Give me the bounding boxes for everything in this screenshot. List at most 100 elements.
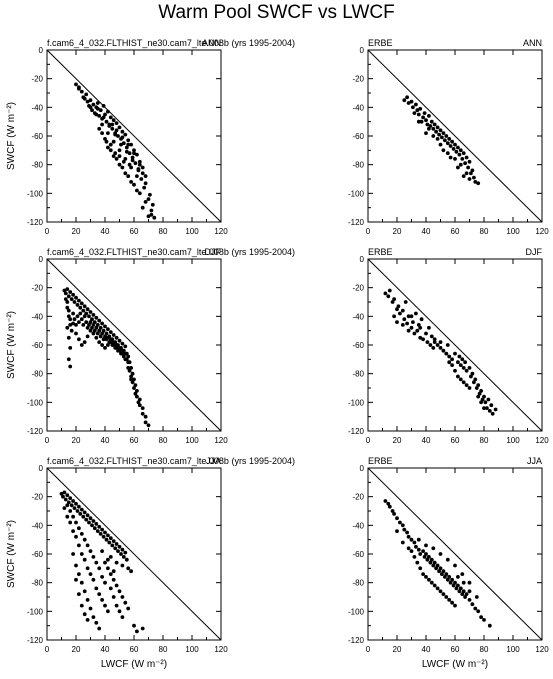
- x-tick-label: 60: [451, 436, 460, 445]
- data-point: [427, 555, 431, 559]
- data-point: [441, 348, 446, 353]
- data-point: [74, 82, 78, 87]
- data-point: [454, 586, 459, 591]
- data-point: [473, 180, 478, 184]
- data-point: [79, 89, 84, 94]
- data-point: [97, 126, 102, 131]
- data-point: [87, 520, 91, 525]
- data-point: [129, 165, 134, 170]
- data-point: [126, 366, 131, 370]
- data-point: [91, 331, 96, 336]
- data-point: [88, 310, 93, 314]
- data-point: [79, 343, 84, 347]
- data-point: [456, 360, 460, 365]
- data-point: [422, 555, 427, 559]
- data-point: [444, 351, 449, 356]
- x-tick-label: 60: [451, 227, 460, 236]
- data-point: [107, 340, 112, 344]
- data-point: [85, 99, 90, 104]
- panel-right-label: DJF: [205, 247, 222, 257]
- x-tick-label: 0: [45, 645, 50, 654]
- x-tick-label: 60: [130, 436, 139, 445]
- data-point: [103, 137, 107, 141]
- data-point: [120, 595, 125, 599]
- x-tick-label: 40: [422, 645, 431, 654]
- data-point: [463, 161, 467, 166]
- data-point: [419, 119, 424, 124]
- data-point: [460, 592, 465, 596]
- data-point: [132, 377, 136, 382]
- one-to-one-line: [367, 49, 543, 223]
- data-point: [108, 337, 113, 342]
- data-point: [110, 126, 115, 131]
- data-point: [383, 499, 388, 503]
- y-tick-label: -120: [27, 636, 44, 645]
- data-point: [78, 311, 83, 316]
- data-point: [82, 304, 87, 309]
- scatter-panel-2: 0 20 40 60 80 100 120 0 -20 -40 -60 -80 -100 -120 ERBE…: [348, 38, 549, 236]
- data-point: [66, 357, 71, 362]
- data-point: [132, 182, 136, 187]
- data-point: [75, 303, 80, 307]
- panel-left-label: ERBE: [368, 38, 393, 48]
- data-point: [117, 338, 122, 343]
- data-point: [438, 346, 443, 350]
- data-point: [464, 171, 469, 176]
- data-point: [126, 138, 131, 143]
- data-point: [398, 311, 402, 316]
- data-point: [91, 102, 96, 107]
- data-point: [119, 142, 123, 147]
- data-point: [150, 202, 155, 207]
- data-point: [447, 354, 452, 359]
- data-point: [450, 139, 454, 144]
- data-point: [85, 566, 90, 571]
- data-point: [88, 516, 93, 521]
- data-point: [95, 529, 100, 533]
- x-tick-label: 60: [130, 227, 139, 236]
- data-point: [77, 572, 81, 576]
- data-point: [133, 391, 138, 396]
- data-point: [405, 95, 409, 100]
- y-tick-label: -20: [352, 75, 364, 84]
- data-point: [82, 96, 87, 101]
- data-point: [69, 328, 74, 333]
- data-point: [88, 320, 93, 324]
- x-tick-label: 120: [214, 227, 228, 236]
- data-point: [415, 328, 420, 333]
- scatter-points: [383, 288, 498, 416]
- data-point: [120, 135, 125, 140]
- data-point: [425, 340, 430, 344]
- data-point: [126, 354, 131, 359]
- scatter-points: [74, 82, 157, 220]
- data-point: [103, 560, 107, 565]
- data-point: [103, 112, 107, 117]
- data-point: [63, 497, 68, 502]
- one-to-one-line: [367, 258, 543, 432]
- data-point: [82, 510, 87, 515]
- data-point: [438, 589, 443, 594]
- data-point: [428, 124, 433, 128]
- data-point: [84, 311, 89, 316]
- panel-right-label: JJA: [206, 456, 221, 466]
- data-point: [79, 532, 84, 536]
- data-point: [470, 371, 475, 376]
- data-point: [116, 549, 120, 553]
- data-point: [453, 580, 457, 585]
- data-point: [123, 351, 128, 356]
- one-to-one-line: [46, 258, 222, 432]
- data-point: [75, 314, 80, 319]
- data-point: [91, 577, 96, 582]
- data-point: [451, 583, 456, 588]
- data-point: [395, 307, 399, 312]
- data-point: [94, 560, 99, 565]
- data-point: [111, 539, 116, 543]
- data-point: [65, 305, 70, 310]
- data-point: [62, 506, 67, 510]
- data-point: [425, 122, 430, 127]
- data-point: [108, 586, 113, 591]
- data-point: [106, 131, 110, 136]
- data-point: [91, 313, 96, 317]
- scatter-points: [383, 499, 492, 628]
- data-point: [79, 507, 84, 512]
